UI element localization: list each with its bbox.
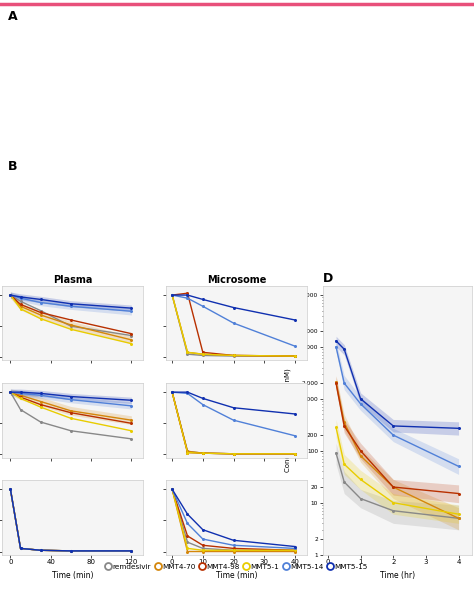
- Text: D: D: [323, 271, 333, 285]
- Text: B: B: [8, 159, 18, 173]
- Title: Plasma: Plasma: [53, 275, 92, 285]
- Text: A: A: [8, 10, 18, 23]
- X-axis label: Time (min): Time (min): [216, 571, 257, 580]
- Y-axis label: Concentration in Plasma (nM): Concentration in Plasma (nM): [284, 368, 291, 472]
- X-axis label: Time (min): Time (min): [52, 571, 94, 580]
- X-axis label: Time (hr): Time (hr): [380, 571, 415, 580]
- Title: Microsome: Microsome: [207, 275, 266, 285]
- Legend: remdesivir, MMT4-70, MMT4-98, MMT5-1, MMT5-14, MMT5-15: remdesivir, MMT4-70, MMT4-98, MMT5-1, MM…: [107, 564, 367, 570]
